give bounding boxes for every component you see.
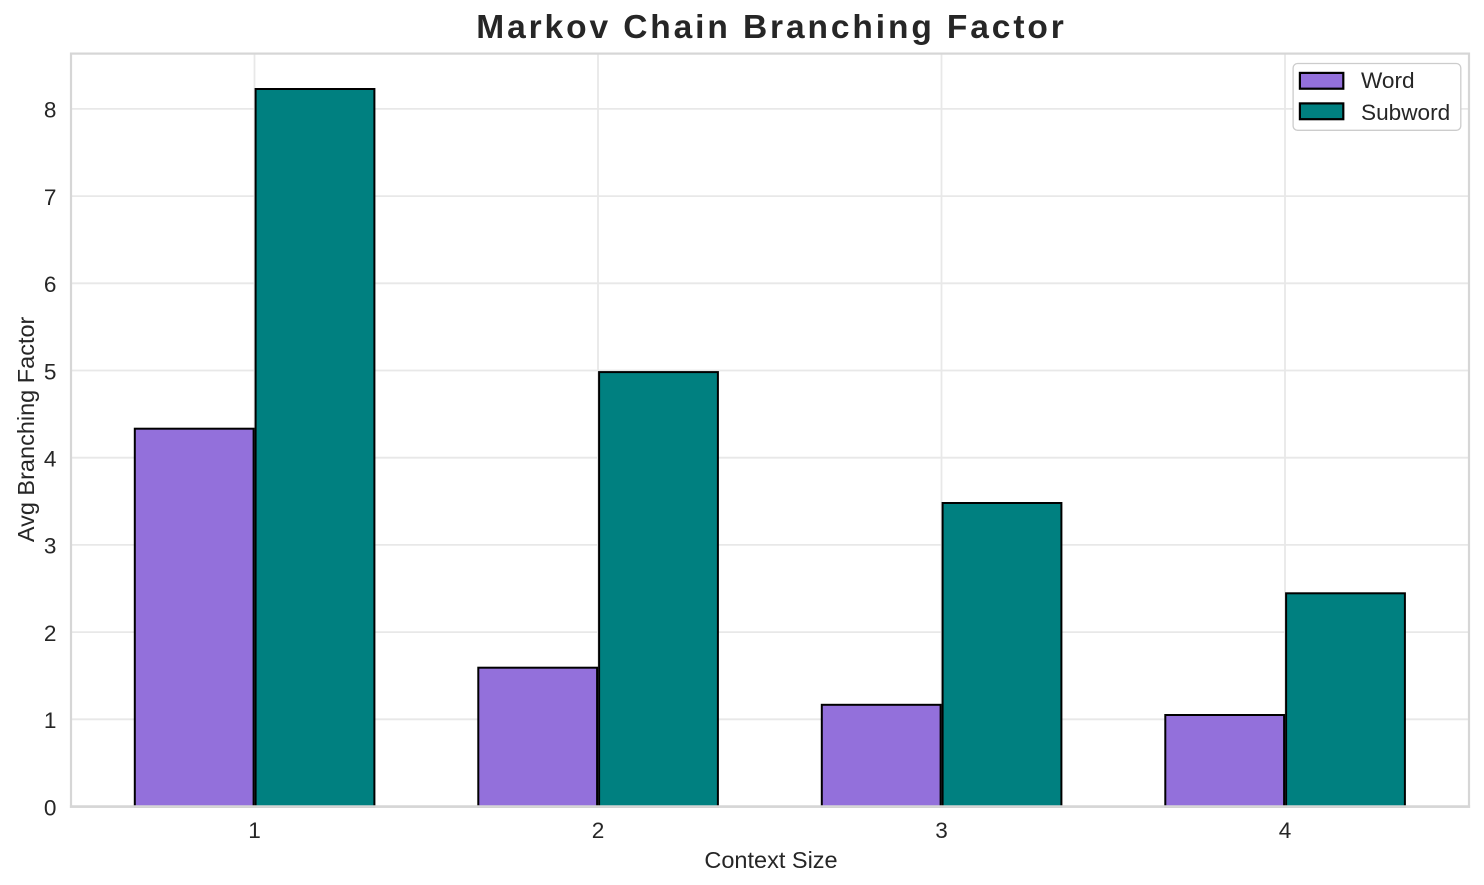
svg-text:3: 3 xyxy=(44,534,57,559)
svg-text:6: 6 xyxy=(44,272,57,297)
svg-text:3: 3 xyxy=(935,818,948,843)
svg-text:5: 5 xyxy=(44,359,57,384)
svg-text:8: 8 xyxy=(44,98,57,123)
svg-text:Subword: Subword xyxy=(1361,100,1450,125)
svg-text:2: 2 xyxy=(592,818,605,843)
svg-text:1: 1 xyxy=(248,818,261,843)
svg-text:Avg Branching Factor: Avg Branching Factor xyxy=(13,316,39,542)
svg-text:2: 2 xyxy=(44,621,57,646)
svg-text:4: 4 xyxy=(1279,818,1292,843)
svg-text:Word: Word xyxy=(1361,68,1415,93)
svg-text:1: 1 xyxy=(44,708,57,733)
svg-text:0: 0 xyxy=(44,795,57,820)
svg-text:Markov Chain Branching Factor: Markov Chain Branching Factor xyxy=(476,9,1066,46)
svg-text:4: 4 xyxy=(44,447,57,472)
svg-text:Context Size: Context Size xyxy=(704,847,837,873)
svg-text:7: 7 xyxy=(44,185,57,210)
